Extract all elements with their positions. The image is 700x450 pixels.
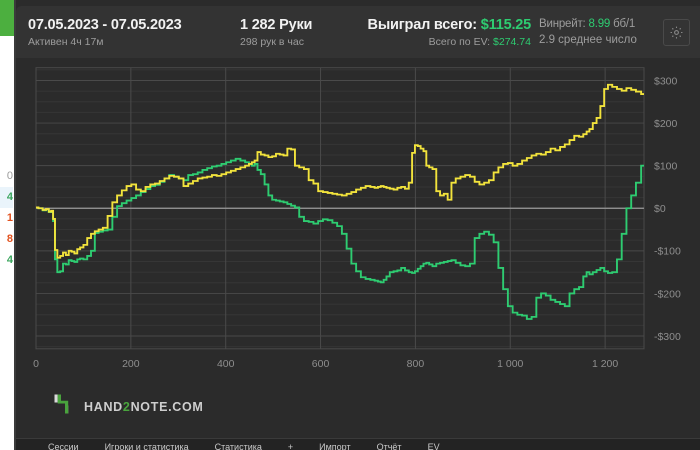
winrate-units: бб/1 xyxy=(613,18,636,30)
y-axis-tick-label: $100 xyxy=(654,162,678,173)
background-sidebar: 0 4 1 8 4 xyxy=(0,0,16,450)
table-cell: 4 xyxy=(6,254,13,266)
host-toolbar-item[interactable]: Игроки и статистика xyxy=(104,442,189,450)
table-cell: 8 xyxy=(6,233,13,245)
background-table-column-lower xyxy=(0,343,14,450)
x-axis-tick-label: 1 000 xyxy=(497,359,524,370)
winrate-row: Винрейт: 8.99 бб/1 xyxy=(539,18,663,30)
ev-total-label: Всего по EV: xyxy=(428,35,491,48)
host-toolbar-item[interactable]: + xyxy=(287,442,294,450)
host-toolbar-item[interactable]: EV xyxy=(427,442,440,450)
background-sidebar-accent xyxy=(0,0,14,36)
winnings-chart: -$300 -$200 -$100 $0 $100 $200 $300 0 200 400 600… xyxy=(33,67,681,370)
won-total-label: Выиграл всего: xyxy=(367,16,478,33)
x-axis-tick-label: 400 xyxy=(217,359,235,370)
winrate-label: Винрейт: xyxy=(539,18,586,30)
winrate-block: Винрейт: 8.99 бб/1 2.9 среднее число xyxy=(531,18,663,46)
x-axis-tick-label: 800 xyxy=(407,359,425,370)
winnings-block: Выиграл всего: $115.25 Всего по EV: $274… xyxy=(346,16,532,48)
host-bottom-toolbar: Сессии Игроки и статистика Статистика + Импо… xyxy=(16,438,700,450)
date-range-label: 07.05.2023 - 07.05.2023 xyxy=(28,16,182,33)
panel-left-edge xyxy=(14,0,16,450)
hands-per-hour-label: 298 рук в час xyxy=(240,35,304,48)
x-axis-tick-label: 600 xyxy=(312,359,330,370)
date-range-block: 07.05.2023 - 07.05.2023 Активен 4ч 17м xyxy=(28,17,240,48)
chart-line-won xyxy=(36,157,644,320)
ev-total-value: $274.74 xyxy=(493,35,531,48)
ev-total-row: Всего по EV: $274.74 xyxy=(346,36,531,48)
y-axis-tick-label: -$100 xyxy=(654,247,681,258)
x-axis-tick-label: 200 xyxy=(122,359,140,370)
chart-y-axis-labels: -$300 -$200 -$100 $0 $100 $200 $300 xyxy=(654,76,681,342)
x-axis-tick-label: 1 200 xyxy=(592,359,619,370)
avg-players-label: 2.9 среднее число xyxy=(539,34,637,46)
gear-icon xyxy=(669,25,684,40)
x-axis-tick-label: 0 xyxy=(33,359,39,370)
host-toolbar-item[interactable]: Сессии xyxy=(48,442,79,450)
y-axis-tick-label: -$200 xyxy=(654,289,681,300)
active-time-label: Активен 4ч 17м xyxy=(28,35,104,48)
chart-area: -$300 -$200 -$100 $0 $100 $200 $300 0 200 400 600… xyxy=(16,58,700,438)
stats-panel: 07.05.2023 - 07.05.2023 Активен 4ч 17м 1… xyxy=(16,6,700,438)
table-cell: 0 xyxy=(6,170,13,182)
winrate-value: 8.99 xyxy=(588,18,611,30)
host-toolbar-item[interactable]: Импорт xyxy=(319,442,351,450)
chart-x-axis-labels: 0 200 400 600 800 1 000 1 200 xyxy=(33,359,618,370)
table-cell: 4 xyxy=(0,187,13,208)
chart-series xyxy=(36,83,644,320)
won-total-row: Выиграл всего: $115.25 xyxy=(346,16,532,33)
host-bottom-toolbar-items: Сессии Игроки и статистика Статистика + Импо… xyxy=(16,439,700,450)
host-toolbar-item[interactable]: Отчёт xyxy=(376,442,402,450)
won-total-value: $115.25 xyxy=(480,16,531,33)
y-axis-tick-label: -$300 xyxy=(654,332,681,343)
summary-header: 07.05.2023 - 07.05.2023 Активен 4ч 17м 1… xyxy=(16,6,700,58)
settings-button[interactable] xyxy=(663,18,690,46)
hands-block: 1 282 Руки 298 рук в час xyxy=(240,17,346,48)
y-axis-tick-label: $0 xyxy=(654,204,666,215)
background-table-cells: 0 4 1 8 4 xyxy=(0,36,14,343)
y-axis-tick-label: $300 xyxy=(654,76,678,87)
hands-count-label: 1 282 Руки xyxy=(240,16,313,33)
host-toolbar-item[interactable]: Статистика xyxy=(214,442,262,450)
chart-line-ev xyxy=(36,83,644,259)
y-axis-tick-label: $200 xyxy=(654,119,678,130)
table-cell: 1 xyxy=(6,212,13,224)
